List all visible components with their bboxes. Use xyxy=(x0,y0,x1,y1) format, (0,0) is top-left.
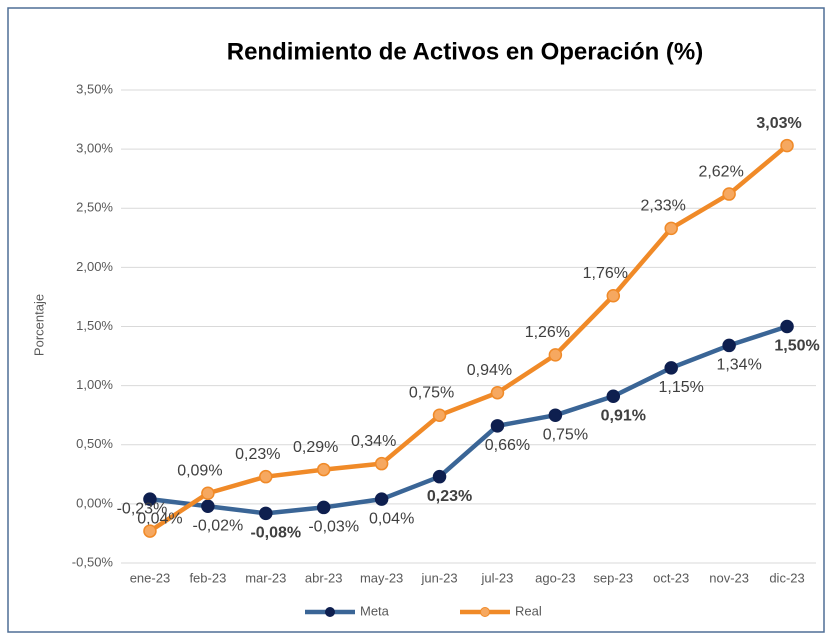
legend-label: Real xyxy=(515,603,542,618)
legend-label: Meta xyxy=(360,603,390,618)
x-tick-label: ago-23 xyxy=(535,570,575,585)
point xyxy=(548,348,563,362)
point xyxy=(490,419,505,433)
point xyxy=(548,408,563,422)
data-label: 3,03% xyxy=(756,115,801,132)
x-tick-label: feb-23 xyxy=(189,570,226,585)
point xyxy=(722,338,736,353)
point xyxy=(432,469,447,484)
point xyxy=(606,389,621,404)
point xyxy=(143,492,157,506)
point xyxy=(201,486,215,500)
y-tick-label: 2,50% xyxy=(76,200,113,215)
point xyxy=(606,289,621,303)
data-label: 1,15% xyxy=(659,379,704,396)
data-label: 1,34% xyxy=(716,357,761,374)
point xyxy=(664,361,678,375)
chart-title: Rendimiento de Activos en Operación (%) xyxy=(227,38,704,65)
y-tick-label: 0,00% xyxy=(76,495,113,510)
y-axis-label: Porcentaje xyxy=(31,294,46,356)
data-label: 2,33% xyxy=(641,198,686,215)
data-label: 0,04% xyxy=(137,510,182,527)
x-tick-label: jul-23 xyxy=(481,570,514,585)
point xyxy=(316,462,331,477)
y-tick-label: 1,00% xyxy=(76,377,113,392)
point xyxy=(316,500,331,515)
y-tick-label: 3,50% xyxy=(76,81,113,96)
data-label: 0,75% xyxy=(543,426,588,443)
point xyxy=(664,221,678,236)
point xyxy=(201,499,215,513)
point xyxy=(259,469,273,484)
legend-marker xyxy=(325,607,335,617)
point xyxy=(374,492,389,506)
x-tick-label: may-23 xyxy=(360,570,403,585)
x-tick-label: nov-23 xyxy=(709,570,749,585)
data-label: -0,03% xyxy=(308,519,359,536)
point xyxy=(780,319,794,334)
x-tick-label: oct-23 xyxy=(653,570,689,585)
point xyxy=(490,385,505,400)
data-label: 0,29% xyxy=(293,439,338,456)
data-label: 0,75% xyxy=(409,384,454,401)
data-label: -0,23% xyxy=(117,500,168,517)
data-label: 2,62% xyxy=(698,163,743,180)
x-tick-label: dic-23 xyxy=(769,570,804,585)
chart-frame xyxy=(7,7,825,633)
data-label: -0,02% xyxy=(193,517,244,534)
point xyxy=(374,456,389,471)
data-label: 0,09% xyxy=(177,462,222,479)
data-label: 1,26% xyxy=(525,324,570,341)
point xyxy=(259,506,273,521)
point xyxy=(432,408,447,422)
x-tick-label: abr-23 xyxy=(305,570,343,585)
x-tick-label: sep-23 xyxy=(593,570,633,585)
y-tick-label: 2,00% xyxy=(76,259,113,274)
y-tick-label: 0,50% xyxy=(76,436,113,451)
data-label: -0,08% xyxy=(250,525,301,542)
data-label: 0,66% xyxy=(485,437,530,454)
data-label: 1,50% xyxy=(774,338,819,355)
data-label: 0,94% xyxy=(467,362,512,379)
series-line xyxy=(149,324,788,516)
point xyxy=(722,187,736,201)
data-label: 0,23% xyxy=(427,488,472,505)
y-tick-label: -0,50% xyxy=(72,554,114,569)
series-line xyxy=(148,143,789,533)
legend-marker xyxy=(480,607,490,617)
point xyxy=(143,524,157,538)
x-tick-label: ene-23 xyxy=(130,570,170,585)
data-label: 0,34% xyxy=(351,433,396,450)
data-label: 0,91% xyxy=(601,407,646,424)
x-tick-label: jun-23 xyxy=(420,570,457,585)
x-tick-label: mar-23 xyxy=(245,570,286,585)
data-label: 0,04% xyxy=(369,510,414,527)
y-tick-label: 3,00% xyxy=(76,141,113,156)
y-tick-label: 1,50% xyxy=(76,318,113,333)
data-label: 0,23% xyxy=(235,446,280,463)
data-label: 1,76% xyxy=(583,265,628,282)
point xyxy=(780,138,794,153)
